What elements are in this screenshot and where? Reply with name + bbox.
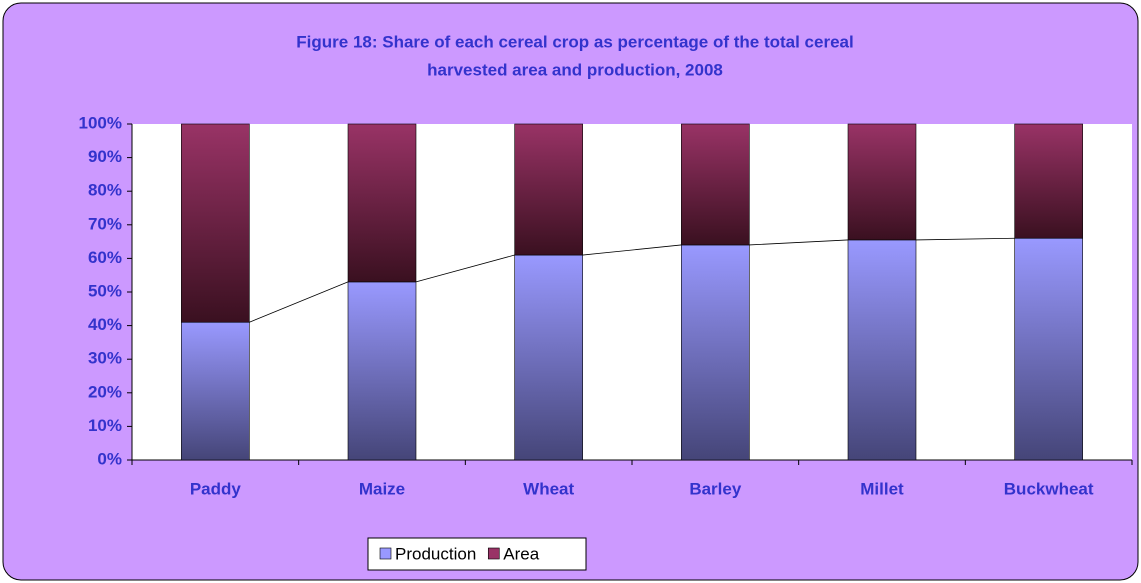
y-tick-label: 0%: [97, 449, 122, 468]
chart-title: Figure 18: Share of each cereal crop as …: [296, 32, 853, 51]
legend-label: Production: [395, 544, 476, 563]
y-tick-label: 40%: [88, 315, 122, 334]
x-tick-label: Wheat: [523, 479, 574, 498]
bar-segment: [1014, 237, 1083, 461]
bar-segment: [514, 123, 583, 256]
bar-segment: [1014, 123, 1083, 239]
y-tick-label: 50%: [88, 281, 122, 300]
x-tick-label: Maize: [359, 479, 405, 498]
y-tick-label: 70%: [88, 214, 122, 233]
x-tick-label: Millet: [860, 479, 904, 498]
series-line: [915, 237, 1015, 241]
y-tick-label: 30%: [88, 349, 122, 368]
legend-label: Area: [503, 544, 539, 563]
bar-segment: [347, 123, 417, 283]
bar-segment: [181, 321, 250, 461]
bar-segment: [181, 123, 250, 323]
y-tick-label: 10%: [88, 416, 122, 435]
series-line: [749, 239, 849, 246]
x-tick-label: Barley: [689, 479, 742, 498]
y-tick-label: 60%: [88, 248, 122, 267]
y-tick-label: 100%: [79, 113, 122, 132]
bar-segment: [681, 244, 750, 461]
y-tick-label: 20%: [88, 382, 122, 401]
legend: [367, 537, 587, 571]
y-tick-label: 80%: [88, 181, 122, 200]
series-line: [249, 281, 349, 323]
y-tick-label: 90%: [88, 147, 122, 166]
x-tick-label: Buckwheat: [1004, 479, 1094, 498]
bar-segment: [681, 123, 750, 246]
plot-area: [132, 124, 1132, 460]
legend-swatch: [379, 547, 392, 560]
bar-segment: [347, 281, 417, 461]
bar-segment: [514, 254, 583, 461]
series-line: [415, 254, 515, 283]
bar-segment: [847, 123, 917, 241]
x-tick-label: Paddy: [190, 479, 242, 498]
legend-swatch: [487, 547, 500, 560]
chart-title: harvested area and production, 2008: [427, 60, 723, 79]
series-line: [582, 244, 682, 256]
bar-segment: [847, 239, 917, 461]
